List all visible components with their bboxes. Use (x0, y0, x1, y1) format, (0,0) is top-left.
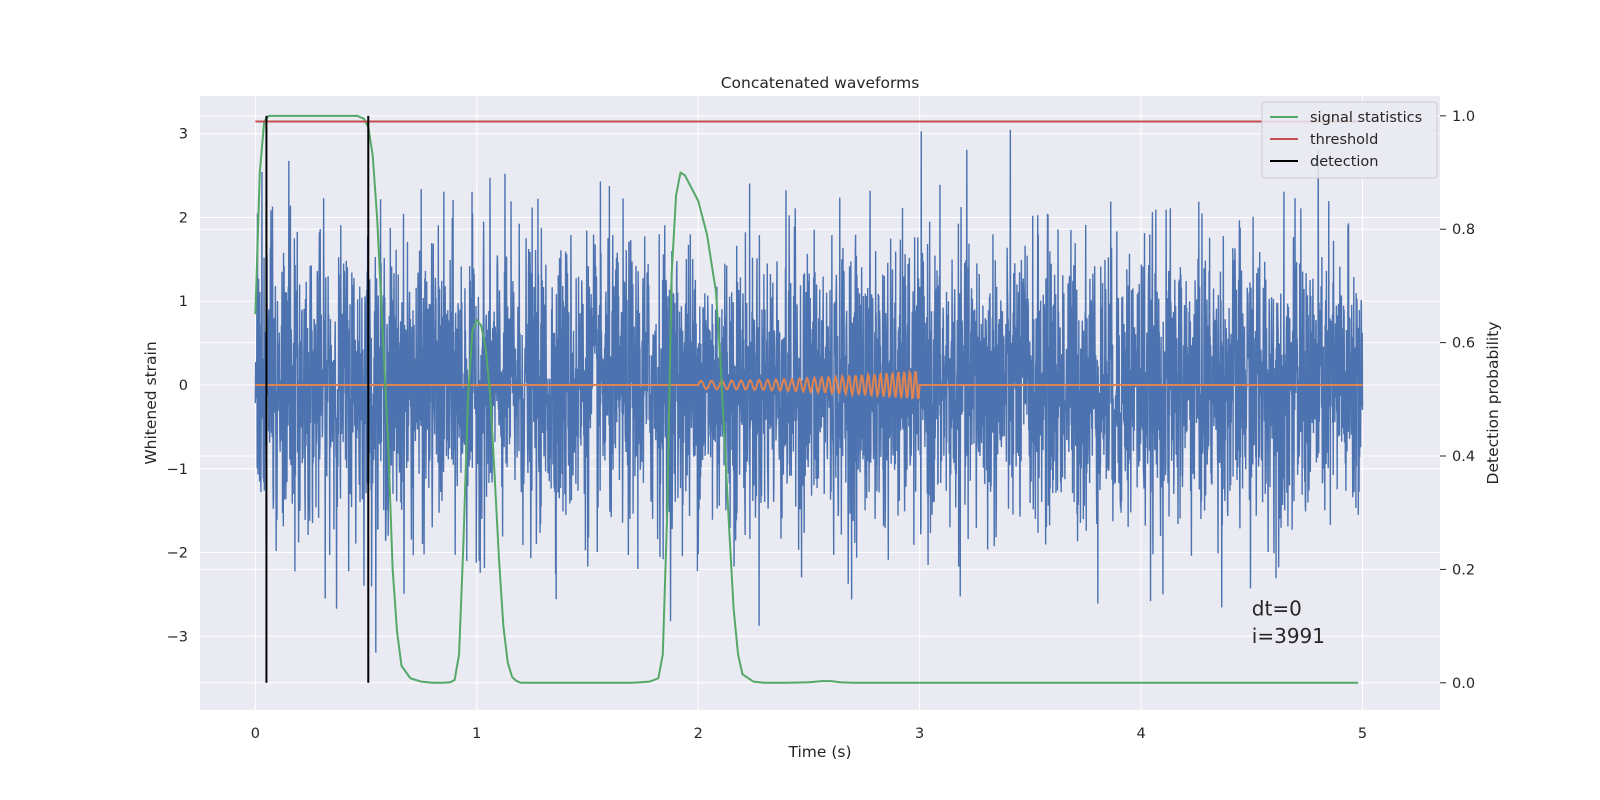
legend-label-threshold: threshold (1310, 132, 1378, 148)
plot-series (254, 114, 1364, 684)
annotations: dt=0 i=3991 (1252, 596, 1325, 648)
x-tick-label: 3 (915, 726, 924, 742)
legend-entry-signal-statistics: signal statistics (1270, 110, 1422, 126)
x-tick-label: 0 (251, 726, 260, 742)
x-axis-ticks: 0 1 2 3 4 5 (251, 726, 1367, 742)
x-axis-label: Time (s) (787, 743, 851, 761)
legend-entry-detection: detection (1270, 154, 1378, 170)
legend-label-detection: detection (1310, 154, 1378, 170)
annotation-text: i=3991 (1252, 624, 1325, 648)
x-tick-label: 4 (1136, 726, 1145, 742)
y-tick-label: −2 (167, 546, 188, 562)
y-axis-ticks: −3 −2 −1 0 1 2 3 (167, 127, 188, 646)
y-tick-label: 1 (179, 294, 188, 310)
y-right-tick-label: 0.0 (1452, 676, 1475, 692)
legend-label-signal-statistics: signal statistics (1310, 110, 1422, 126)
y-tick-label: 2 (179, 210, 188, 226)
y-axis-label: Whitened strain (142, 341, 160, 464)
y-tick-label: 0 (179, 378, 188, 394)
annotation-text: dt=0 (1252, 596, 1302, 620)
y-right-axis-ticks: 0.0 0.2 0.4 0.6 0.8 1.0 (1440, 109, 1475, 692)
y-right-axis-label: Detection probability (1484, 322, 1502, 485)
x-tick-label: 1 (472, 726, 481, 742)
y-tick-label: −3 (167, 629, 188, 645)
template-series (255, 368, 1363, 400)
legend-box (1261, 101, 1438, 179)
y-right-tick-label: 1.0 (1452, 109, 1475, 125)
signal-statistics-series (254, 114, 1359, 684)
x-tick-label: 2 (694, 726, 703, 742)
legend-entry-threshold: threshold (1270, 132, 1378, 148)
strain-series (254, 129, 1364, 653)
y-right-tick-label: 0.2 (1452, 562, 1475, 578)
chart-title: Concatenated waveforms (721, 74, 920, 92)
legend: signal statistics threshold detection (1261, 101, 1438, 179)
y-right-tick-label: 0.6 (1452, 336, 1475, 352)
y-right-tick-label: 0.4 (1452, 449, 1475, 465)
y-right-tick-label: 0.8 (1452, 222, 1475, 238)
y-tick-label: 3 (179, 127, 188, 143)
x-tick-label: 5 (1358, 726, 1367, 742)
y-tick-label: −1 (167, 462, 188, 478)
